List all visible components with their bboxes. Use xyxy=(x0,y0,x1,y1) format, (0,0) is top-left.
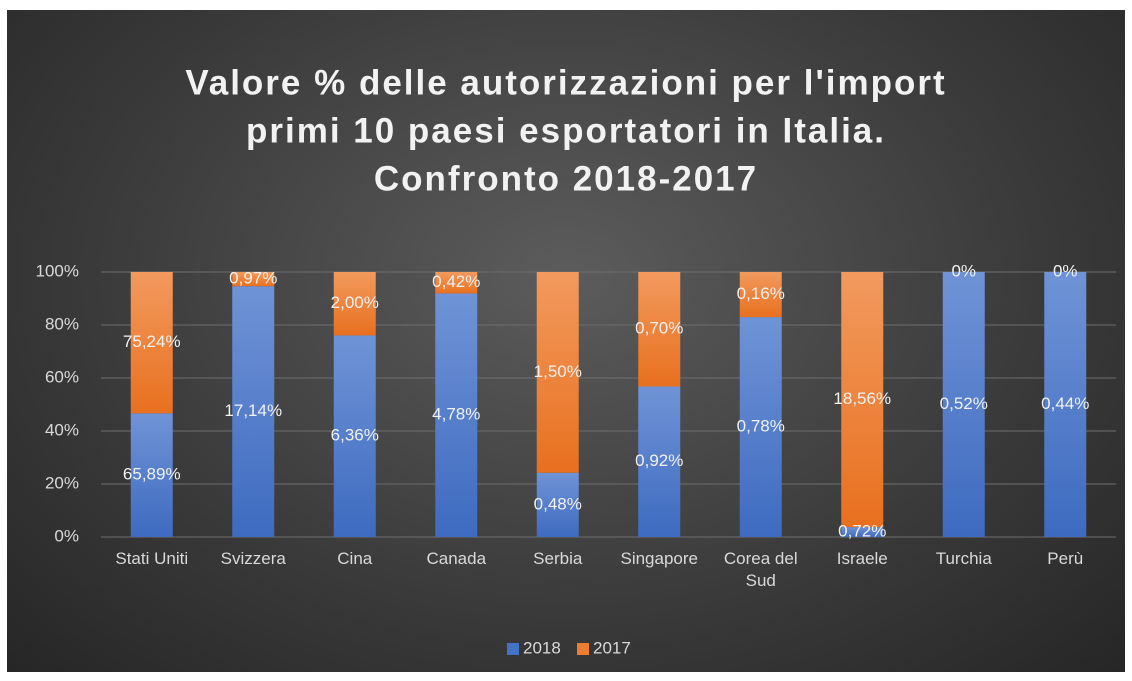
y-tick-label: 60% xyxy=(45,367,79,386)
chart-title: Valore % delle autorizzazioni per l'impo… xyxy=(185,63,946,102)
bar-segment xyxy=(435,272,478,294)
legend-swatch xyxy=(507,643,519,655)
data-label: 0,97% xyxy=(229,269,277,288)
y-tick-label: 80% xyxy=(45,314,79,333)
data-label: 0,44% xyxy=(1041,394,1089,413)
bar-segment xyxy=(739,272,782,318)
x-tick-label: Serbia xyxy=(533,549,583,568)
bar-segment xyxy=(942,272,985,537)
legend-label: 2018 xyxy=(523,638,561,657)
x-tick-label: Svizzera xyxy=(220,549,286,568)
bar-segment xyxy=(536,272,579,473)
data-label: 0,70% xyxy=(635,319,683,338)
y-tick-label: 20% xyxy=(45,473,79,492)
data-label: 65,89% xyxy=(123,465,181,484)
bar-segment xyxy=(232,286,275,537)
data-label: 0% xyxy=(951,261,976,280)
x-tick-label: Canada xyxy=(426,549,487,568)
chart-title: Confronto 2018-2017 xyxy=(374,159,758,198)
bar-segment xyxy=(841,527,884,537)
chart-area: Valore % delle autorizzazioni per l'impo… xyxy=(7,10,1125,672)
y-tick-label: 0% xyxy=(54,526,79,545)
data-label: 0% xyxy=(1053,261,1078,280)
data-label: 0,92% xyxy=(635,451,683,470)
data-label: 2,00% xyxy=(331,293,379,312)
data-label: 0,72% xyxy=(838,522,886,541)
bar-segment xyxy=(130,413,173,537)
bar-segment xyxy=(1044,272,1087,537)
x-tick-label: Stati Uniti xyxy=(115,549,189,568)
bar-segment xyxy=(232,272,275,287)
data-label: 18,56% xyxy=(833,389,891,408)
data-label: 4,78% xyxy=(432,405,480,424)
bar-segment xyxy=(739,317,782,537)
data-label: 0,78% xyxy=(737,417,785,436)
bar-segment xyxy=(130,272,173,414)
data-label: 0,42% xyxy=(432,272,480,291)
x-tick-label: Israele xyxy=(836,549,888,568)
data-label: 17,14% xyxy=(224,401,282,420)
bar-segment xyxy=(638,386,681,537)
bar-segment xyxy=(333,335,376,537)
x-tick-label: Perù xyxy=(1047,549,1084,568)
bar-segment xyxy=(841,272,884,528)
bar-segment xyxy=(435,293,478,537)
data-label: 75,24% xyxy=(123,332,181,351)
data-label: 0,16% xyxy=(737,284,785,303)
y-tick-label: 40% xyxy=(45,420,79,439)
x-tick-label: Corea del Sud xyxy=(723,549,798,590)
legend-label: 2017 xyxy=(593,638,631,657)
bar-segment xyxy=(536,472,579,537)
legend-swatch xyxy=(577,643,589,655)
chart: Valore % delle autorizzazioni per l'impo… xyxy=(36,63,1116,657)
data-label: 0,52% xyxy=(940,394,988,413)
x-tick-label: Turchia xyxy=(935,549,992,568)
data-label: 0,48% xyxy=(534,494,582,513)
chart-title: primi 10 paesi esportatori in Italia. xyxy=(246,111,886,150)
x-tick-label: Singapore xyxy=(620,549,698,568)
bar-segment xyxy=(638,272,681,387)
bar-segment xyxy=(333,272,376,336)
data-label: 6,36% xyxy=(331,426,379,445)
x-tick-label: Cina xyxy=(337,549,373,568)
data-label: 1,50% xyxy=(534,362,582,381)
y-tick-label: 100% xyxy=(36,261,79,280)
